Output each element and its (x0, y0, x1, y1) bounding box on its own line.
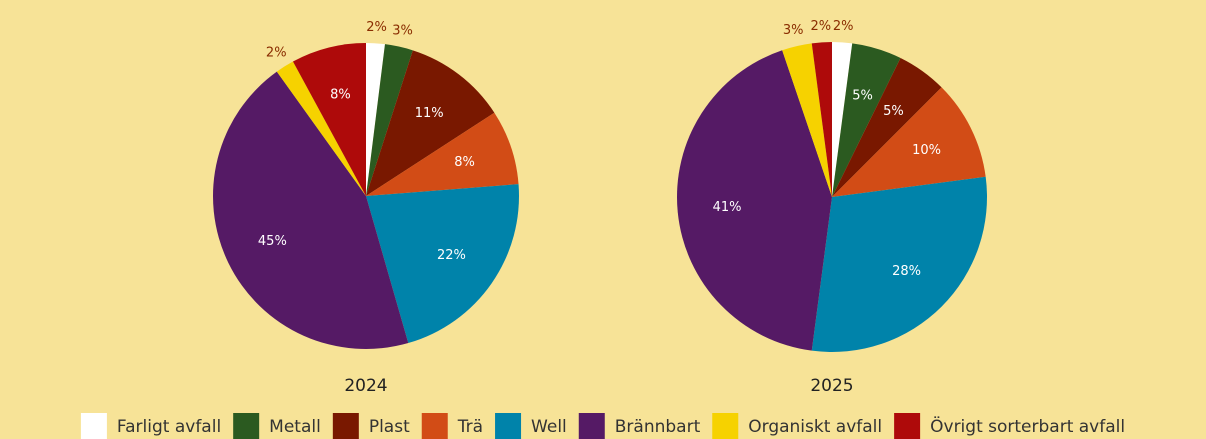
pie-slice (366, 184, 519, 344)
slice-label: 3% (392, 23, 413, 38)
pie-slice (782, 43, 832, 197)
legend-label: Brännbart (615, 417, 701, 437)
legend-label: Farligt avfall (117, 417, 221, 437)
pie-slice (832, 57, 942, 197)
legend-label: Övrigt sorterbart avfall (930, 415, 1125, 437)
pie-title: 2025 (810, 376, 853, 396)
pie-slice (366, 43, 385, 196)
pie-slice (811, 42, 832, 197)
slice-label: 3% (783, 23, 804, 38)
slice-label: 2% (366, 20, 387, 35)
slice-label: 8% (454, 155, 475, 170)
legend-swatch (233, 413, 260, 439)
slice-label: 2% (266, 45, 287, 60)
legend-label: Metall (269, 417, 321, 437)
legend-label: Organiskt avfall (748, 417, 882, 437)
slice-label: 8% (330, 88, 351, 103)
pie-slice (832, 87, 986, 197)
pie-slice (676, 50, 832, 351)
slice-label: 5% (852, 89, 873, 104)
slice-label: 2% (833, 19, 854, 34)
pie-slice (366, 112, 519, 196)
slice-label: 22% (437, 248, 466, 263)
pie-slice (832, 42, 853, 197)
legend-label: Plast (369, 417, 410, 437)
legend-swatch (80, 413, 107, 439)
slice-label: 5% (883, 104, 904, 119)
legend-swatch (495, 413, 522, 439)
pie-slice (366, 50, 495, 196)
slice-label: 10% (912, 143, 941, 158)
pie-title: 2024 (344, 376, 387, 396)
pie-slice (832, 43, 901, 197)
legend-swatch (712, 413, 739, 439)
slice-label: 41% (713, 200, 742, 215)
legend-swatch (894, 413, 921, 439)
legend-swatch (578, 413, 605, 439)
pie-slice (292, 43, 366, 196)
slice-label: 11% (415, 106, 444, 121)
legend-swatch (332, 413, 359, 439)
pie-slice (276, 61, 366, 197)
pie-slice (811, 176, 987, 352)
slice-label: 28% (892, 264, 921, 279)
pie-slice (366, 44, 413, 196)
legend-label: Well (531, 417, 567, 437)
slice-label: 2% (811, 19, 832, 34)
legend-label: Trä (457, 417, 483, 437)
legend-swatch (421, 413, 448, 439)
slice-label: 45% (258, 234, 287, 249)
pie-slice (212, 71, 409, 350)
